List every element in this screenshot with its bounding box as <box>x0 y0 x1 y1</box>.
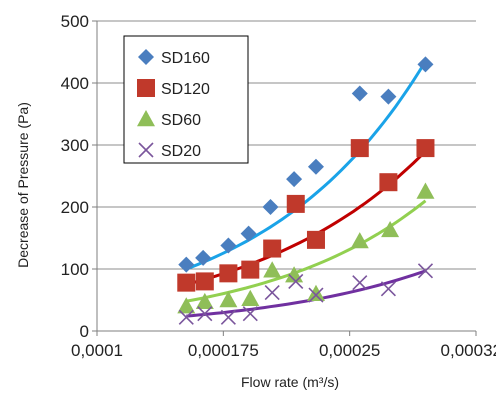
point-sd120 <box>379 173 398 192</box>
point-sd20 <box>264 284 280 301</box>
point-sd160 <box>195 249 212 266</box>
point-sd120 <box>195 272 214 291</box>
point-sd20 <box>242 306 258 322</box>
point-sd60 <box>219 291 238 308</box>
trendline-sd20 <box>186 269 426 318</box>
point-sd120 <box>286 194 305 213</box>
point-sd60 <box>177 297 196 314</box>
legend-marker-sd160 <box>138 49 154 65</box>
point-sd20 <box>220 309 236 325</box>
x-axis-ticks: 0,0001 0,000175 0,00025 0,000325 <box>71 331 496 360</box>
point-sd120 <box>350 139 369 158</box>
point-sd60 <box>306 284 325 301</box>
point-sd120 <box>219 264 238 283</box>
y-tick-label: 500 <box>61 12 89 31</box>
point-sd20 <box>288 273 304 289</box>
point-sd60 <box>381 220 400 238</box>
point-sd160 <box>351 85 368 102</box>
x-tick-label: 0,00025 <box>319 341 380 360</box>
legend-label-sd120: SD120 <box>161 81 210 98</box>
x-tick-label: 0,000175 <box>188 341 259 360</box>
point-sd20 <box>308 287 324 303</box>
y-tick-label: 200 <box>61 198 89 217</box>
x-tick-label: 0,000325 <box>441 341 496 360</box>
point-sd60 <box>263 261 282 278</box>
legend-label-sd60: SD60 <box>161 112 201 129</box>
point-sd160 <box>417 56 434 73</box>
point-sd160 <box>262 199 279 215</box>
x-axis-title: Flow rate (m³/s) <box>241 374 339 390</box>
point-sd60 <box>195 292 214 310</box>
point-sd60 <box>416 182 435 199</box>
legend-label-sd160: SD160 <box>161 50 210 67</box>
legend-marker-sd20 <box>138 142 154 158</box>
point-sd160 <box>380 88 397 105</box>
point-sd60 <box>350 232 369 249</box>
point-sd20 <box>352 275 368 291</box>
point-sd120 <box>306 230 325 249</box>
point-sd160 <box>307 158 324 175</box>
point-sd160 <box>240 225 257 242</box>
axes <box>96 21 476 332</box>
point-sd20 <box>417 263 434 279</box>
legend: SD160 SD120 SD60 SD20 <box>123 35 249 164</box>
y-tick-label: 400 <box>61 74 89 93</box>
legend-marker-sd120 <box>137 79 155 97</box>
y-tick-label: 100 <box>61 260 89 279</box>
y-tick-label: 0 <box>80 322 89 341</box>
y-axis-ticks: 0 100 200 300 400 500 <box>61 12 97 341</box>
point-sd120 <box>263 239 282 258</box>
legend-label-sd20: SD20 <box>161 143 201 160</box>
trendline-sd60 <box>186 199 427 303</box>
trendline-sd160 <box>185 60 427 271</box>
data-points <box>177 56 435 325</box>
point-sd120 <box>177 273 196 292</box>
point-sd160 <box>178 256 195 273</box>
point-sd160 <box>286 171 303 188</box>
point-sd20 <box>197 306 213 322</box>
legend-marker-sd60 <box>137 110 155 127</box>
point-sd120 <box>241 260 260 279</box>
point-sd20 <box>380 281 396 297</box>
x-tick-label: 0,0001 <box>71 341 123 360</box>
point-sd20 <box>178 309 194 325</box>
y-tick-label: 300 <box>61 136 89 155</box>
point-sd160 <box>220 237 237 254</box>
point-sd60 <box>241 289 260 306</box>
point-sd120 <box>416 139 435 158</box>
y-axis-title: Decrease of Pressure (Pa) <box>15 102 31 268</box>
